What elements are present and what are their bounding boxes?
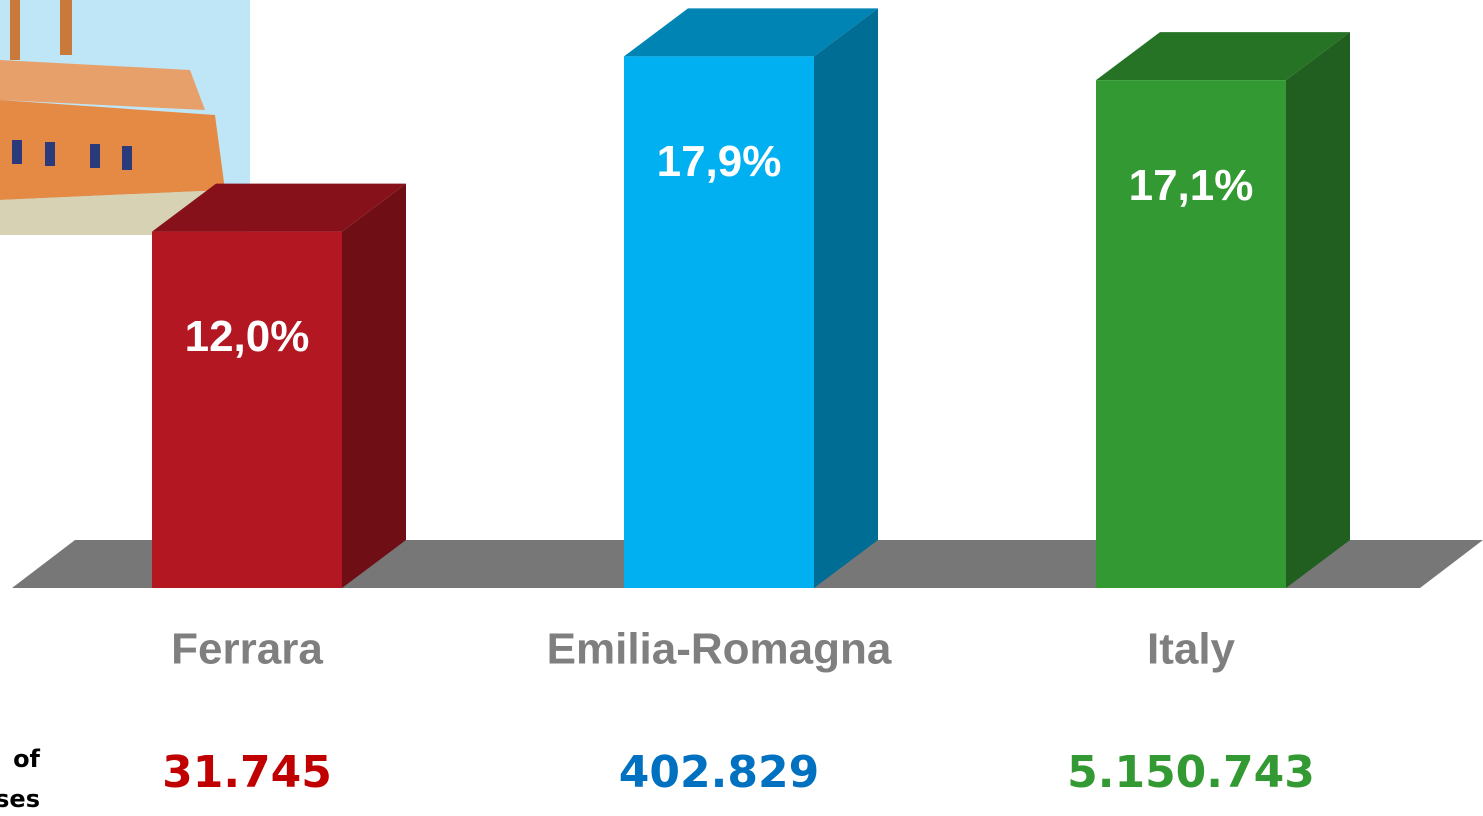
bar-top <box>624 8 878 57</box>
row-label: ses <box>0 785 40 813</box>
bar <box>624 56 814 589</box>
bar-side <box>342 183 406 588</box>
data-label: 12,0% <box>185 312 310 361</box>
data-label: 17,9% <box>657 137 782 186</box>
category-label: Ferrara <box>171 625 323 674</box>
count-label: 31.745 <box>162 747 332 798</box>
row-label: of <box>13 745 40 773</box>
bar <box>152 231 342 588</box>
bar <box>1096 80 1286 588</box>
category-label: Emilia-Romagna <box>547 625 892 674</box>
count-label: 402.829 <box>619 747 819 798</box>
category-label: Italy <box>1147 625 1236 674</box>
bar-top <box>152 183 406 232</box>
bar-side <box>814 8 878 589</box>
count-label: 5.150.743 <box>1067 747 1315 798</box>
data-label: 17,1% <box>1129 161 1254 210</box>
bar-top <box>1096 32 1350 81</box>
bar-side <box>1286 32 1350 588</box>
